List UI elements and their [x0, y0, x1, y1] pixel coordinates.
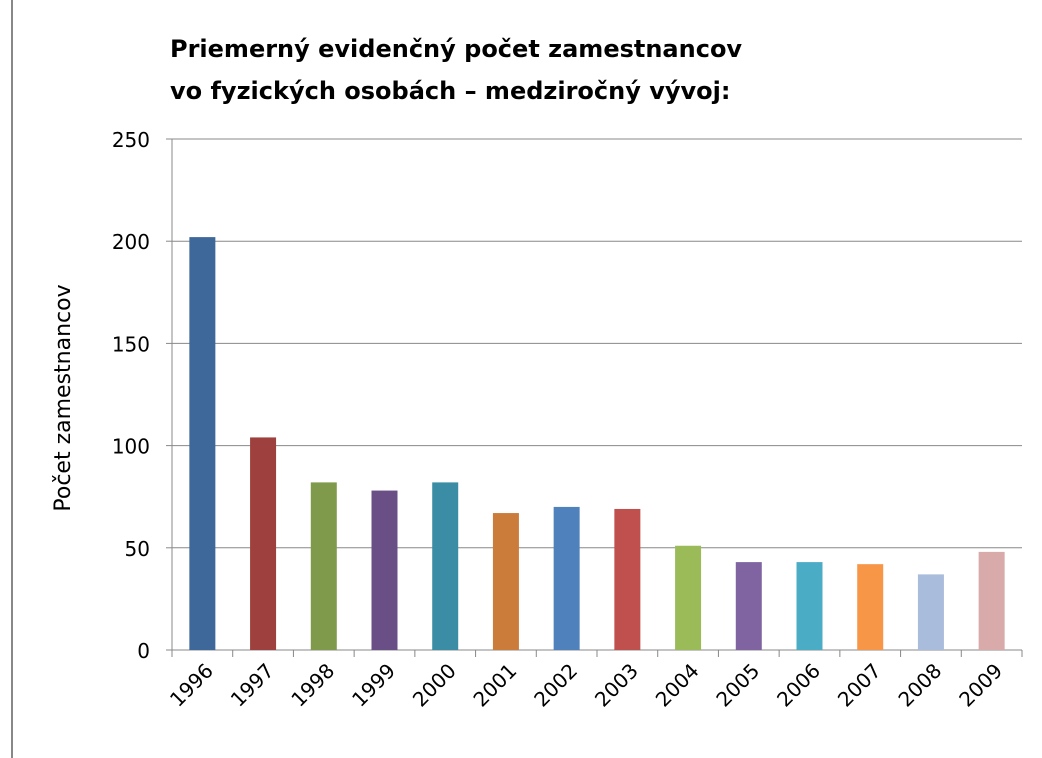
y-tick-label: 200 [112, 230, 150, 254]
x-tick-label: 2006 [772, 659, 825, 712]
bar [735, 562, 762, 650]
x-tick-label: 2005 [711, 659, 764, 712]
x-tick-label: 2001 [468, 659, 521, 712]
y-axis-label: Počet zamestnancov [51, 284, 76, 511]
x-tick-label: 2003 [590, 659, 643, 712]
bar [553, 506, 580, 650]
bar [978, 551, 1005, 650]
x-tick-label: 2008 [893, 659, 946, 712]
chart-title: vo fyzických osobách – medziročný vývoj: [170, 77, 730, 105]
bar [310, 482, 337, 650]
x-tick-label: 1999 [347, 659, 400, 712]
bar [250, 437, 277, 650]
x-tick-label: 2002 [529, 659, 582, 712]
y-tick-label: 0 [137, 639, 150, 663]
bar [857, 564, 884, 650]
y-tick-label: 250 [112, 128, 150, 152]
bar [189, 237, 216, 650]
x-tick-label: 2009 [954, 659, 1007, 712]
chart-title: Priemerný evidenčný počet zamestnancov [170, 35, 742, 63]
bar [432, 482, 459, 650]
x-tick-label: 2004 [651, 659, 704, 712]
y-tick-label: 50 [125, 537, 150, 561]
bar [492, 513, 519, 650]
bar [371, 490, 398, 650]
bar [614, 508, 641, 650]
y-tick-label: 150 [112, 332, 150, 356]
x-tick-label: 1997 [226, 659, 279, 712]
x-tick-label: 2007 [833, 659, 886, 712]
bar [675, 545, 702, 650]
y-tick-label: 100 [112, 435, 150, 459]
x-tick-label: 1996 [165, 659, 218, 712]
x-tick-label: 2000 [408, 659, 461, 712]
bar [917, 574, 944, 650]
bar [796, 562, 823, 650]
x-tick-label: 1998 [286, 659, 339, 712]
